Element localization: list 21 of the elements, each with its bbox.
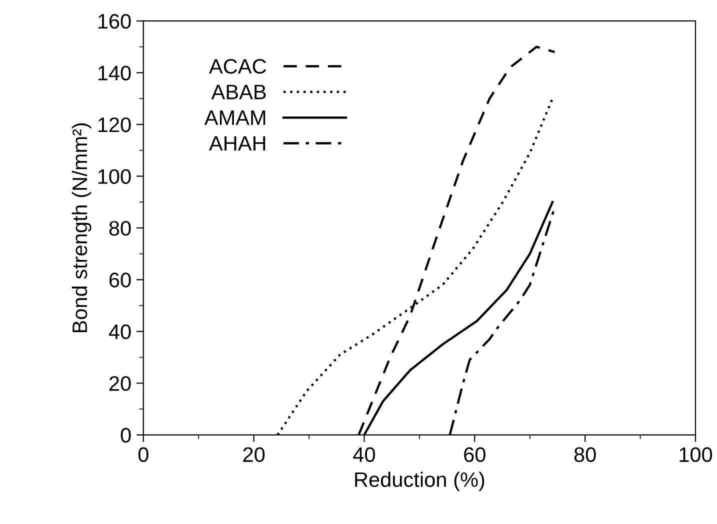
y-tick-label: 100 (98, 169, 131, 184)
y-tick-label: 20 (109, 376, 131, 391)
x-tick-label: 0 (138, 447, 148, 462)
x-tick-label: 20 (243, 447, 265, 462)
x-axis-title: Reduction (%) (355, 472, 484, 492)
legend-label: AHAH (208, 136, 266, 151)
y-tick-label: 160 (98, 14, 131, 29)
x-tick-label: 100 (680, 447, 712, 462)
y-tick-label: 140 (98, 66, 131, 80)
y-tick-label: 40 (108, 324, 131, 340)
y-tick-label: 60 (109, 272, 131, 288)
x-tick-label: 40 (353, 447, 376, 462)
y-tick-label: 80 (109, 220, 131, 236)
legend-label: ACAC (208, 58, 266, 74)
legend-label: AMAM (204, 110, 266, 125)
x-tick-label: 60 (464, 447, 486, 462)
x-tick-label: 80 (574, 447, 596, 462)
y-tick-label: 120 (98, 117, 131, 132)
y-tick-label: 0 (120, 428, 131, 443)
legend-label: ABAB (211, 84, 266, 100)
y-axis-title: Bond strength (N/mm²) (72, 123, 92, 332)
